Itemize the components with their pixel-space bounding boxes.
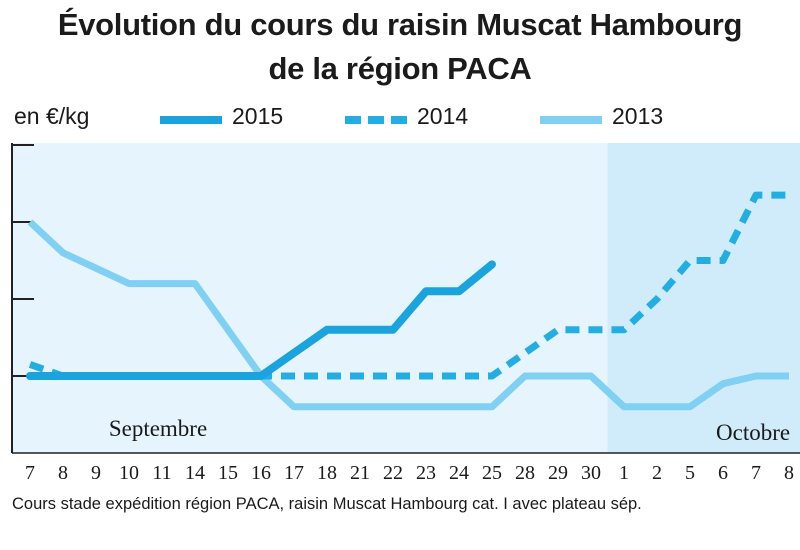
- y-unit-label: en €/kg: [14, 103, 90, 129]
- x-tick-label: 21: [350, 462, 370, 484]
- series-line-2013: [27, 219, 789, 411]
- legend-label-2014: 2014: [417, 103, 469, 129]
- chart-title: Évolution du cours du raisin Muscat Hamb…: [57, 7, 743, 42]
- x-tick-label: 23: [416, 462, 436, 484]
- legend-swatch-2015: [160, 116, 222, 124]
- month-label-septembre: Septembre: [109, 416, 207, 441]
- x-tick-label: 5: [685, 462, 695, 484]
- x-tick-label: 1: [619, 462, 629, 484]
- x-tick-label: 2: [652, 462, 662, 484]
- x-tick-label: 24: [449, 462, 469, 484]
- x-tick-label: 9: [91, 462, 101, 484]
- x-tick-label: 17: [284, 462, 304, 484]
- legend-swatch-2014: [345, 116, 407, 124]
- chart-title-line2: de la région PACA: [268, 51, 532, 86]
- x-tick-label: 7: [25, 462, 35, 484]
- legend-label-2013: 2013: [612, 103, 664, 129]
- x-tick-label: 22: [383, 462, 403, 484]
- legend-swatch-2013: [540, 116, 602, 124]
- x-tick-label: 16: [251, 462, 271, 484]
- x-tick-label: 11: [152, 462, 171, 484]
- x-tick-label: 14: [185, 462, 205, 484]
- x-tick-label: 7: [751, 462, 761, 484]
- x-tick-label: 30: [581, 462, 601, 484]
- month-label-octobre: Octobre: [716, 420, 790, 445]
- x-tick-label: 8: [58, 462, 68, 484]
- x-tick-label: 18: [317, 462, 337, 484]
- chart-footnote: Cours stade expédition région PACA, rais…: [12, 495, 642, 513]
- x-tick-label: 29: [548, 462, 568, 484]
- x-tick-label: 25: [482, 462, 502, 484]
- legend-label-2015: 2015: [232, 103, 284, 129]
- x-tick-label: 6: [718, 462, 728, 484]
- series-line-2015: [26, 260, 496, 380]
- x-tick-label: 10: [119, 462, 139, 484]
- x-tick-label: 15: [218, 462, 238, 484]
- plot-background-september: [12, 143, 608, 453]
- x-tick-label: 28: [515, 462, 535, 484]
- x-tick-label: 8: [784, 462, 794, 484]
